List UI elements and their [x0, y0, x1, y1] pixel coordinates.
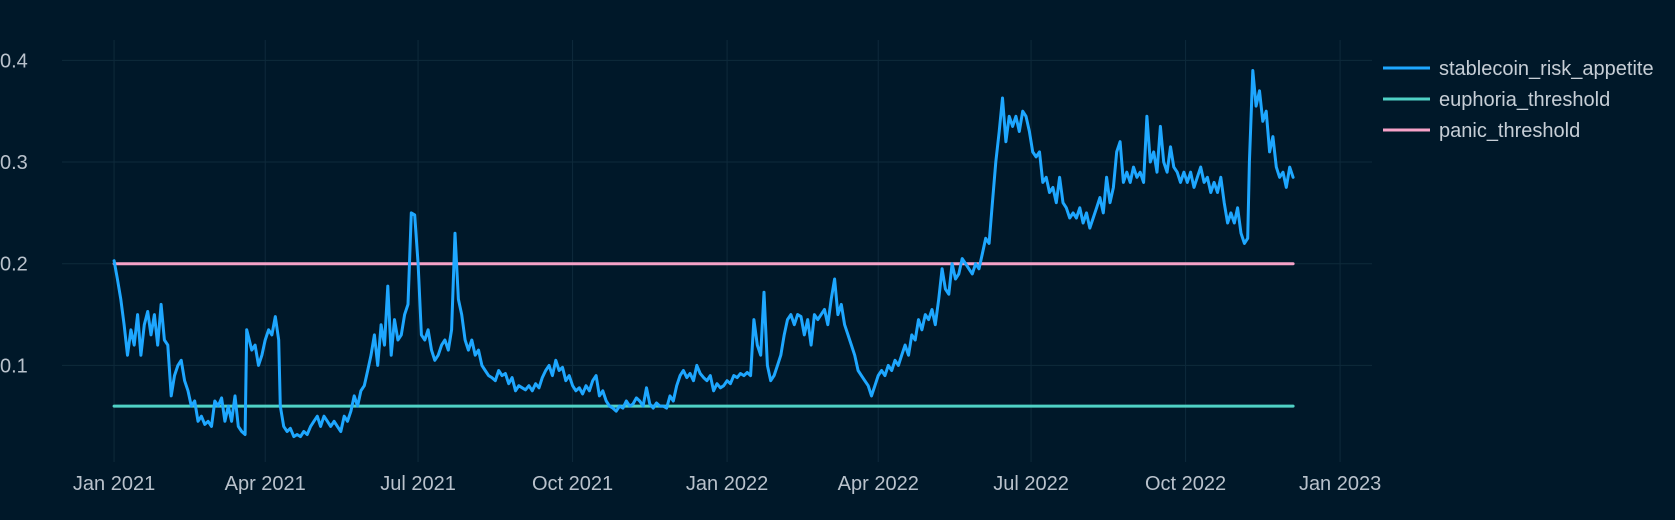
legend-label: euphoria_threshold [1439, 89, 1610, 111]
x-tick-label: Oct 2021 [532, 473, 613, 495]
y-tick-label: 0.4 [0, 50, 28, 72]
legend-item-stablecoin-risk-appetite[interactable]: stablecoin_risk_appetite [1383, 58, 1654, 80]
y-tick-label: 0.2 [0, 254, 28, 276]
series-line-stablecoin-risk-appetite [112, 69, 1295, 439]
legend-item-panic-threshold[interactable]: panic_threshold [1383, 120, 1580, 142]
x-tick-label: Apr 2021 [225, 473, 306, 495]
x-tick-label: Jul 2021 [380, 473, 456, 495]
y-tick-label: 0.1 [0, 355, 28, 377]
x-tick-label: Oct 2022 [1145, 473, 1226, 495]
x-tick-label: Jan 2022 [686, 473, 768, 495]
y-tick-label: 0.3 [0, 152, 28, 174]
x-tick-label: Jan 2023 [1299, 473, 1381, 495]
grid-layer [62, 40, 1372, 462]
x-tick-label: Apr 2022 [838, 473, 919, 495]
x-tick-label: Jan 2021 [73, 473, 155, 495]
axis-layer: Jan 2021 Apr 2021 Jul 2021 Oct 2021 Jan 2022… [0, 50, 1381, 495]
legend-item-euphoria-threshold[interactable]: euphoria_threshold [1383, 89, 1610, 111]
legend[interactable]: stablecoin_risk_appetite euphoria_thresho… [1383, 58, 1654, 142]
legend-label: stablecoin_risk_appetite [1439, 58, 1654, 80]
x-tick-label: Jul 2022 [993, 473, 1069, 495]
legend-label: panic_threshold [1439, 120, 1580, 142]
series-layer [112, 69, 1295, 439]
